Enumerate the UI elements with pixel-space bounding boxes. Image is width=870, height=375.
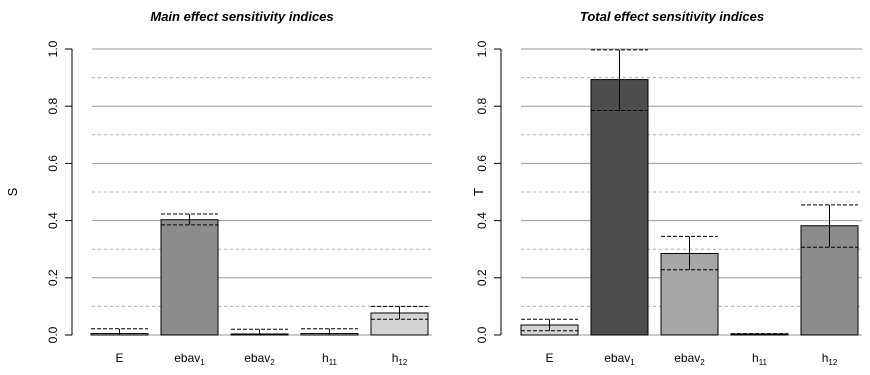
x-tick-subscript: 12 <box>828 358 837 367</box>
x-tick-subscript: 12 <box>398 358 407 367</box>
x-tick-label: h12 <box>392 351 408 367</box>
x-tick-base: ebav <box>674 351 700 365</box>
x-tick-label: h11 <box>322 351 338 367</box>
y-axis-label: T <box>471 188 486 196</box>
y-tick-label: 0.4 <box>46 212 60 229</box>
x-tick-subscript: 2 <box>270 358 275 367</box>
bar <box>160 219 219 336</box>
x-tick-label: ebav2 <box>674 351 705 367</box>
x-tick-subscript: 11 <box>329 358 338 367</box>
x-tick-label: h11 <box>752 351 768 367</box>
x-tick-label: ebav1 <box>174 351 205 367</box>
y-tick-label: 0.4 <box>475 212 489 229</box>
x-tick-label: ebav1 <box>604 351 635 367</box>
x-tick-base: ebav <box>174 351 200 365</box>
y-tick-label: 0.2 <box>475 269 489 286</box>
y-tick-label: 0.2 <box>46 269 60 286</box>
x-tick-subscript: 1 <box>200 358 205 367</box>
chart-panel-2: Total effect sensitivity indices 0.0 0.2 0.… <box>471 9 862 367</box>
x-tick-base: E <box>115 351 123 365</box>
x-tick-label: E <box>115 351 123 365</box>
bar <box>590 79 649 336</box>
x-tick-base: h <box>392 351 399 365</box>
chart-panel-1: Main effect sensitivity indices 0.0 0.2 0.4… <box>5 9 432 367</box>
x-tick-base: h <box>322 351 329 365</box>
y-tick-label: 0.6 <box>46 155 60 172</box>
x-tick-base: ebav <box>604 351 630 365</box>
y-tick-label: 0.6 <box>475 155 489 172</box>
x-tick-subscript: 2 <box>700 358 705 367</box>
x-tick-subscript: 11 <box>759 358 768 367</box>
x-tick-base: E <box>545 351 553 365</box>
x-tick-label: ebav2 <box>244 351 275 367</box>
y-tick-label: 1.0 <box>475 40 489 57</box>
x-tick-base: ebav <box>244 351 270 365</box>
x-tick-subscript: 1 <box>630 358 635 367</box>
x-tick-base: h <box>752 351 759 365</box>
chart-title: Total effect sensitivity indices <box>580 9 764 24</box>
y-tick-label: 0.0 <box>46 326 60 343</box>
x-tick-base: h <box>822 351 829 365</box>
y-tick-label: 1.0 <box>46 40 60 57</box>
chart-title: Main effect sensitivity indices <box>150 9 333 24</box>
x-tick-label: h12 <box>822 351 838 367</box>
y-tick-label: 0.8 <box>46 98 60 115</box>
y-tick-label: 0.0 <box>475 326 489 343</box>
y-tick-label: 0.8 <box>475 98 489 115</box>
y-axis-label: S <box>5 187 20 196</box>
x-tick-label: E <box>545 351 553 365</box>
